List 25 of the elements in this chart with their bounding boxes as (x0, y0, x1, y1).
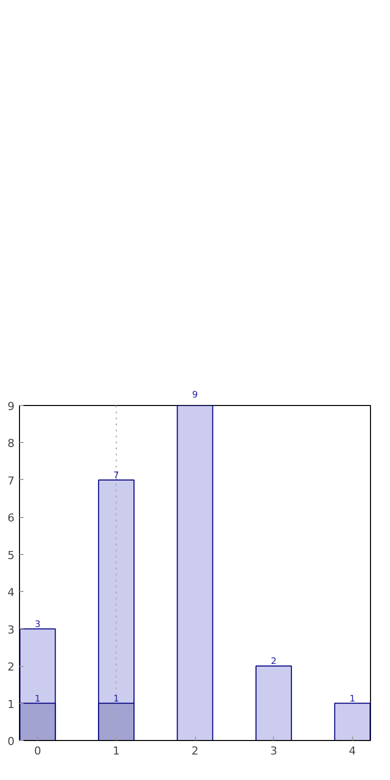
x-tick-label: 2 (192, 744, 198, 758)
data-label: 1 (34, 694, 40, 704)
x-tick-label: 0 (34, 744, 42, 758)
y-tick-label: 5 (8, 548, 14, 562)
data-label: 7 (113, 470, 120, 481)
y-tick-label: 0 (8, 735, 14, 748)
y-tick-label: 6 (8, 512, 14, 525)
y-tick-label: 7 (8, 474, 14, 488)
bar (255, 666, 292, 740)
data-label: 2 (270, 657, 277, 668)
y-tick-label: 3 (8, 623, 14, 636)
data-label: 1 (113, 694, 120, 704)
x-tick-label: 1 (112, 744, 120, 758)
bar (334, 702, 370, 740)
y-tick-label: 4 (8, 586, 14, 600)
data-label: 1 (350, 694, 356, 704)
y-tick-label: 9 (8, 400, 14, 413)
y-tick-label: 8 (8, 437, 14, 450)
data-label: 3 (34, 620, 40, 630)
y-tick-label: 2 (8, 660, 14, 674)
y-tick-label: 1 (8, 698, 14, 711)
x-tick-label: 3 (270, 744, 278, 758)
bar (176, 406, 214, 740)
data-label: 9 (192, 390, 198, 400)
x-tick-label: 4 (348, 744, 356, 758)
